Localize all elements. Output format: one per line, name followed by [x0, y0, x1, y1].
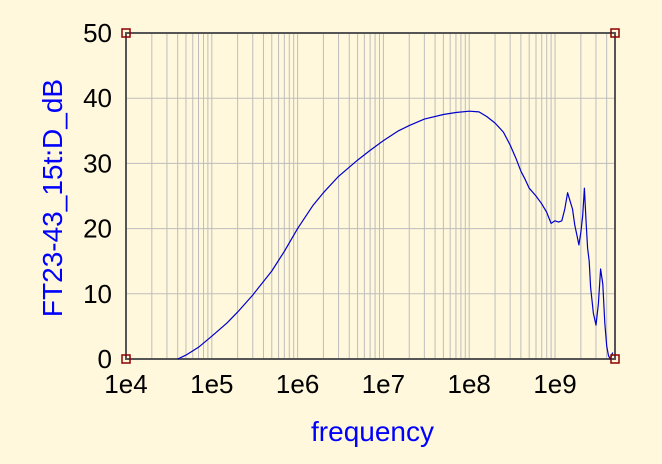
plot-frame [125, 32, 616, 360]
y-tick-label: 30 [83, 148, 112, 178]
y-tick-label: 50 [83, 18, 112, 48]
corner-marker [121, 354, 131, 364]
x-tick-label: 1e6 [276, 369, 319, 399]
corner-marker [610, 354, 620, 364]
grid-lines [125, 32, 616, 360]
y-tick-label: 40 [83, 83, 112, 113]
x-tick-label: 1e5 [190, 369, 233, 399]
series-line [177, 110, 614, 360]
x-axis-title: frequency [311, 416, 434, 447]
corner-marker [121, 28, 131, 38]
y-tick-label: 10 [83, 279, 112, 309]
x-tick-label: 1e9 [533, 369, 576, 399]
corner-marker [610, 28, 620, 38]
x-axis-ticks: 1e4 1e5 1e6 1e7 1e8 1e9 [104, 369, 576, 399]
y-tick-label: 20 [83, 214, 112, 244]
y-tick-label: 0 [98, 344, 112, 374]
corner-markers [121, 28, 620, 364]
y-axis-title: FT23-43_15t:D_dB [37, 79, 68, 317]
x-tick-label: 1e4 [104, 369, 147, 399]
x-tick-label: 1e8 [448, 369, 491, 399]
x-tick-label: 1e7 [362, 369, 405, 399]
y-axis-ticks: 0 10 20 30 40 50 [83, 18, 112, 374]
